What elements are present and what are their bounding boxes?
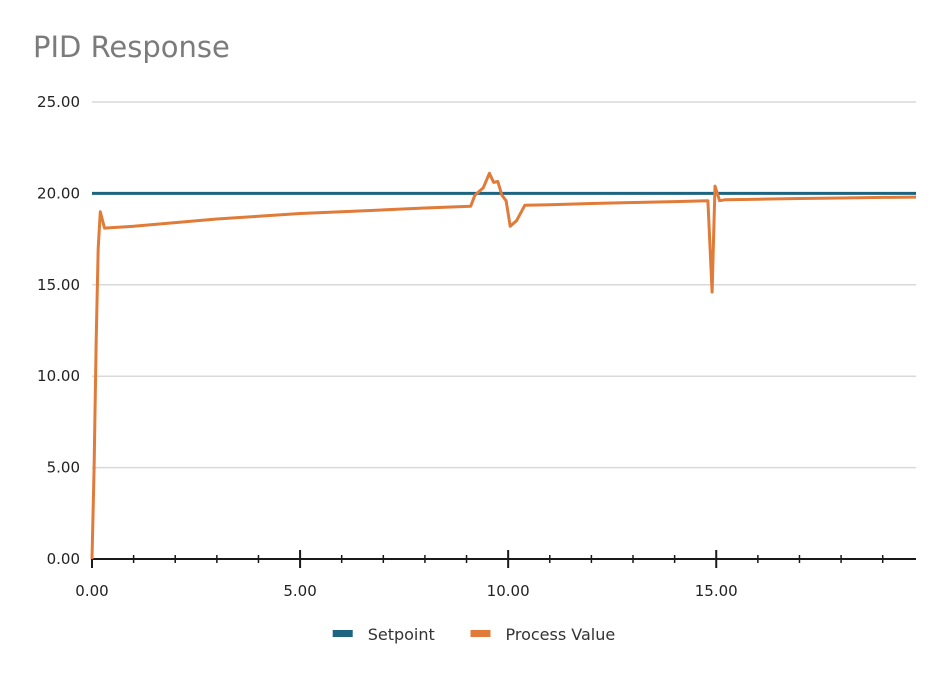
x-tick-label: 5.00 [283, 582, 316, 600]
y-tick-label: 5.00 [47, 459, 80, 477]
chart-title: PID Response [33, 30, 230, 64]
x-tick-label: 15.00 [695, 582, 738, 600]
x-tick-label: 0.00 [75, 582, 108, 600]
legend-label: Setpoint [368, 625, 435, 644]
legend-label: Process Value [506, 625, 616, 644]
legend-swatch [470, 630, 491, 637]
y-tick-label: 15.00 [37, 276, 80, 294]
series-line-process-value [90, 171, 917, 560]
legend-swatch [332, 630, 353, 637]
y-tick-label: 25.00 [37, 93, 80, 111]
y-tick-label: 10.00 [37, 367, 80, 385]
y-tick-label: 0.00 [47, 550, 80, 568]
x-tick-label: 10.00 [487, 582, 530, 600]
y-tick-label: 20.00 [37, 184, 80, 202]
